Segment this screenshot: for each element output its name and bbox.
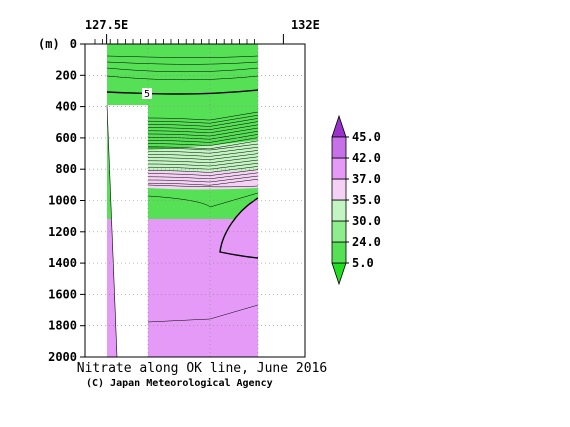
contour-line	[147, 172, 259, 180]
contour-line	[147, 134, 259, 143]
contour-line	[147, 121, 259, 130]
y-tick-label: 600	[55, 131, 77, 145]
contour-line	[147, 118, 259, 127]
y-tick-label: 400	[55, 100, 77, 114]
colorbar-label: 30.0	[352, 214, 381, 228]
y-tick-label: 1200	[48, 225, 77, 239]
mask	[107, 105, 148, 357]
colorbar-label: 42.0	[352, 151, 381, 165]
contour-line	[147, 159, 259, 167]
contour-line	[106, 67, 259, 73]
colorbar-box	[331, 157, 347, 180]
contour-line	[106, 75, 259, 81]
contour-line	[147, 175, 259, 183]
contour-line	[106, 55, 259, 58]
colorbar-label: 24.0	[352, 235, 381, 249]
colorbar-label: 37.0	[352, 172, 381, 186]
contour-label: 5	[144, 89, 150, 100]
colorbar-label: 35.0	[352, 193, 381, 207]
contour-line	[147, 169, 259, 176]
x-tick-label: 132E	[291, 18, 320, 32]
contour-line	[147, 137, 259, 146]
y-tick-label: 1600	[48, 287, 77, 301]
colorbar-box	[331, 199, 347, 222]
y-tick-label: 1000	[48, 194, 77, 208]
y-axis-label: (m)	[38, 37, 60, 51]
x-tick-label: 127.5E	[85, 18, 128, 32]
credit: (C) Japan Meteorological Agency	[86, 377, 273, 389]
mask	[106, 104, 118, 358]
y-tick-label: 2000	[48, 350, 77, 364]
y-tick-label: 1400	[48, 256, 77, 270]
contour-line	[147, 153, 259, 160]
chart-title: Nitrate along OK line, June 2016	[77, 361, 327, 376]
y-tick-label: 200	[55, 68, 77, 82]
colorbar-label: 5.0	[352, 256, 374, 270]
y-tick-label: 0	[70, 37, 77, 51]
colorbar-triangle	[331, 262, 347, 286]
colorbar-box	[331, 241, 347, 264]
contour-line	[106, 61, 259, 65]
label-bg	[142, 88, 152, 99]
contour-line	[147, 156, 259, 164]
frame	[84, 43, 306, 358]
colorbar-box	[331, 136, 347, 159]
contour-line	[106, 89, 259, 95]
region	[148, 170, 258, 190]
colorbar-label: 45.0	[352, 130, 381, 144]
contour-line	[147, 192, 259, 208]
y-tick-label: 800	[55, 162, 77, 176]
colorbar-box	[331, 178, 347, 201]
contour-line	[147, 130, 259, 140]
field	[106, 44, 259, 358]
region	[107, 44, 258, 100]
contour-line	[219, 197, 259, 259]
contour-line	[147, 304, 259, 323]
contour-line	[147, 114, 259, 124]
contour-line	[147, 146, 259, 154]
contour-line	[147, 111, 259, 121]
contour-line	[147, 184, 259, 188]
colorbar-triangle	[331, 114, 347, 138]
contour-line	[147, 178, 259, 186]
y-tick-label: 1800	[48, 319, 77, 333]
contour-line	[147, 143, 259, 151]
colorbar-box	[331, 220, 347, 243]
region	[220, 198, 258, 258]
